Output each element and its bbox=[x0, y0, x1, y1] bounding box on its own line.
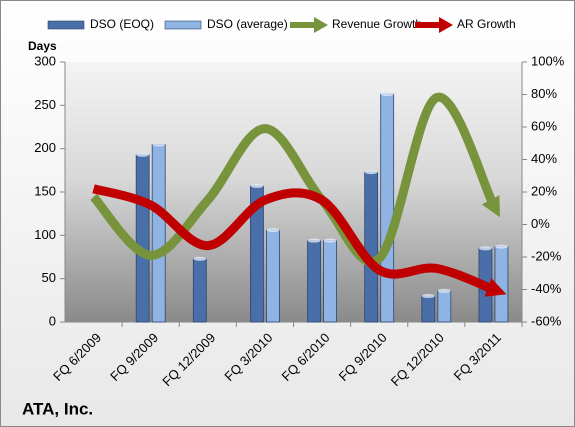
y2-tick-label: 80% bbox=[531, 86, 557, 101]
legend-label: Revenue Growth bbox=[332, 17, 422, 31]
y2-tick-label: -20% bbox=[531, 248, 562, 263]
y2-tick-label: 20% bbox=[531, 183, 557, 198]
bar bbox=[323, 240, 337, 323]
line-series bbox=[92, 184, 507, 297]
y-tick-label: 150 bbox=[34, 183, 56, 198]
bar-cap bbox=[380, 92, 394, 97]
bar-cap bbox=[152, 142, 166, 147]
y-tick-label: 300 bbox=[34, 53, 56, 68]
y-tick-label: 200 bbox=[34, 140, 56, 155]
bar-cap bbox=[421, 294, 435, 298]
bar bbox=[380, 93, 395, 323]
legend-swatch-head bbox=[439, 17, 453, 33]
legend-label: DSO (EOQ) bbox=[90, 17, 154, 31]
legend-label: DSO (average) bbox=[207, 17, 288, 31]
bar bbox=[192, 258, 207, 323]
legend-swatch bbox=[164, 20, 202, 30]
bar-cap bbox=[478, 246, 492, 251]
bar bbox=[307, 240, 321, 323]
chart-title: ATA, Inc. bbox=[22, 399, 93, 418]
y-tick-label: 100 bbox=[34, 227, 56, 242]
legend-swatch-head bbox=[314, 17, 328, 33]
bar-cap bbox=[136, 152, 150, 157]
y2-tick-label: 60% bbox=[531, 118, 557, 133]
bar-cap bbox=[323, 238, 337, 243]
legend-swatch bbox=[47, 20, 85, 30]
y2-tick-label: 100% bbox=[531, 53, 565, 68]
bar-cap bbox=[437, 288, 451, 293]
y2-tick-label: -60% bbox=[531, 313, 562, 328]
y2-tick-label: 40% bbox=[531, 151, 557, 166]
bar bbox=[135, 154, 150, 323]
y-axis-label: Days bbox=[28, 39, 57, 53]
y-tick-label: 250 bbox=[34, 97, 56, 112]
bar bbox=[494, 246, 509, 323]
y2-tick-label: -40% bbox=[531, 281, 562, 296]
bar bbox=[437, 290, 452, 323]
bar bbox=[266, 229, 280, 323]
bar-cap bbox=[266, 228, 280, 233]
line-series bbox=[90, 93, 500, 267]
bar-cap bbox=[193, 256, 207, 261]
bar bbox=[151, 143, 166, 323]
bar-cap bbox=[250, 183, 264, 188]
bar-cap bbox=[494, 244, 508, 249]
legend-label: AR Growth bbox=[457, 17, 516, 31]
bar bbox=[421, 295, 436, 323]
y-tick-label: 0 bbox=[49, 313, 56, 328]
y-tick-label: 50 bbox=[42, 270, 56, 285]
bar-cap bbox=[307, 238, 321, 243]
bar bbox=[364, 171, 379, 323]
bar-cap bbox=[364, 170, 378, 175]
y2-tick-label: 0% bbox=[531, 216, 550, 231]
